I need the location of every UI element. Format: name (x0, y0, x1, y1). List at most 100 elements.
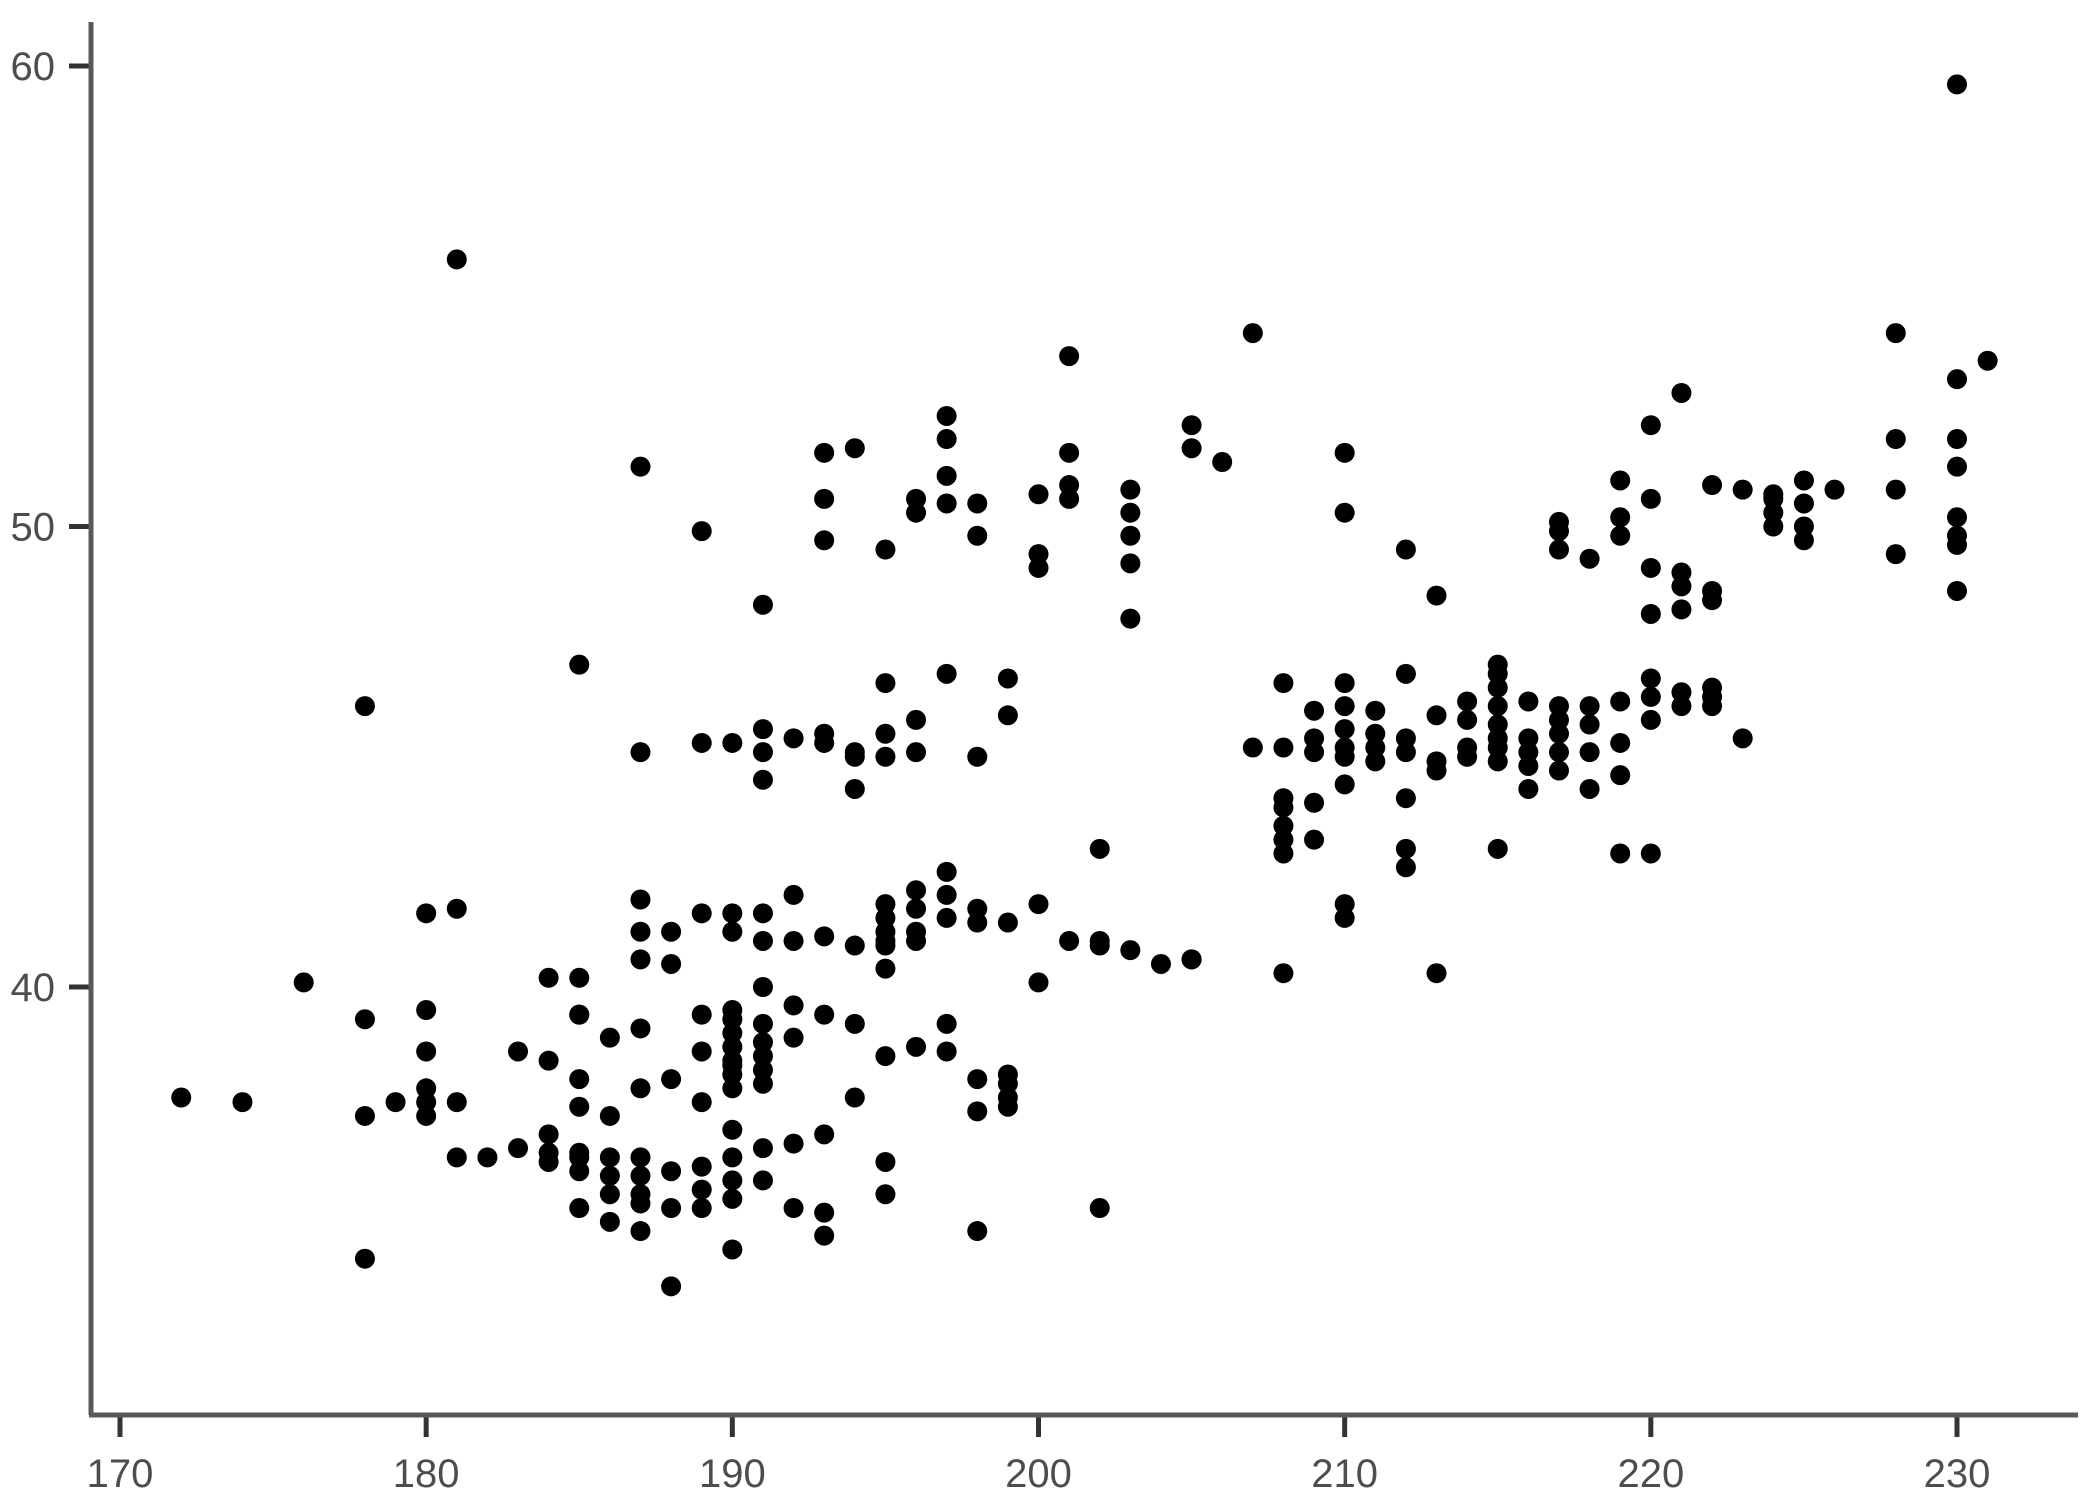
data-point (844, 935, 865, 956)
data-point (844, 438, 865, 459)
data-point (967, 493, 988, 514)
data-point (1273, 815, 1294, 836)
data-point (538, 967, 559, 988)
data-point (1640, 843, 1661, 864)
data-point (752, 977, 773, 997)
data-point (1671, 696, 1692, 717)
data-point (722, 732, 743, 753)
data-point (752, 719, 773, 740)
data-point (630, 742, 651, 763)
data-point (906, 930, 927, 951)
x-tick-label: 210 (1311, 1452, 1378, 1496)
data-point (997, 705, 1018, 726)
data-point (446, 898, 467, 919)
data-point (875, 673, 896, 694)
data-point (1947, 580, 1967, 601)
data-point (936, 907, 957, 928)
data-point (814, 1004, 835, 1025)
data-point (1120, 608, 1141, 629)
data-point (1640, 488, 1661, 509)
data-point (936, 493, 957, 514)
data-point (752, 1046, 773, 1067)
y-tick-label: 50 (11, 506, 56, 550)
data-point (722, 1119, 743, 1140)
data-point (1395, 857, 1416, 878)
data-point (997, 668, 1018, 689)
data-point (691, 1092, 712, 1113)
data-point (1059, 475, 1080, 496)
data-point (1304, 728, 1325, 749)
data-point (1426, 705, 1447, 726)
data-point (1059, 930, 1080, 951)
data-point (783, 995, 804, 1016)
data-point (1395, 539, 1416, 560)
data-point (538, 1151, 559, 1172)
data-point (1395, 663, 1416, 684)
data-point (1640, 603, 1661, 624)
data-point (477, 1147, 498, 1168)
data-point (1028, 894, 1049, 915)
data-point (1824, 479, 1845, 500)
data-point (906, 709, 927, 730)
data-point (752, 930, 773, 951)
data-point (967, 525, 988, 546)
data-point (630, 1165, 651, 1186)
data-point (936, 405, 957, 426)
data-point (906, 742, 927, 763)
data-point (875, 539, 896, 560)
data-point (1610, 525, 1631, 546)
data-point (752, 903, 773, 924)
data-point (691, 1156, 712, 1177)
data-point (630, 1147, 651, 1168)
data-point (1487, 728, 1508, 749)
data-point (1334, 502, 1355, 523)
data-point (1273, 673, 1294, 694)
data-point (1763, 502, 1784, 523)
data-point (906, 488, 927, 509)
data-point (1548, 742, 1569, 763)
data-point (1395, 728, 1416, 749)
data-point (1671, 562, 1692, 583)
data-point (1059, 488, 1080, 509)
data-point (416, 1078, 437, 1099)
data-point (997, 912, 1018, 933)
data-point (630, 1184, 651, 1205)
data-point (630, 1078, 651, 1099)
data-point (1487, 663, 1508, 684)
data-point (354, 1009, 375, 1030)
data-point (1548, 709, 1569, 730)
data-point (752, 1013, 773, 1034)
data-point (1763, 488, 1784, 509)
data-point (630, 921, 651, 942)
data-point (752, 1032, 773, 1053)
data-point (538, 1124, 559, 1145)
data-point (1028, 544, 1049, 565)
data-point (569, 1198, 590, 1219)
data-point (1304, 829, 1325, 850)
data-point (1947, 369, 1967, 390)
data-point (1059, 442, 1080, 463)
data-point (967, 1221, 988, 1242)
data-point (1120, 940, 1141, 961)
data-point (661, 921, 682, 942)
x-tick-label: 190 (699, 1452, 766, 1496)
data-point (691, 1179, 712, 1200)
data-point (1793, 516, 1814, 537)
data-point (661, 1069, 682, 1090)
data-point (1304, 792, 1325, 813)
data-point (661, 953, 682, 974)
data-point (630, 456, 651, 477)
data-point (171, 1087, 192, 1108)
data-point (1671, 682, 1692, 703)
data-point (1028, 484, 1049, 505)
data-point (936, 1013, 957, 1034)
data-point (1885, 479, 1906, 500)
data-point (967, 746, 988, 767)
data-point (814, 926, 835, 947)
data-point (1671, 382, 1692, 403)
y-tick-label: 40 (11, 966, 56, 1010)
data-point (1089, 838, 1110, 859)
data-point (1487, 714, 1508, 735)
data-point (1640, 415, 1661, 436)
